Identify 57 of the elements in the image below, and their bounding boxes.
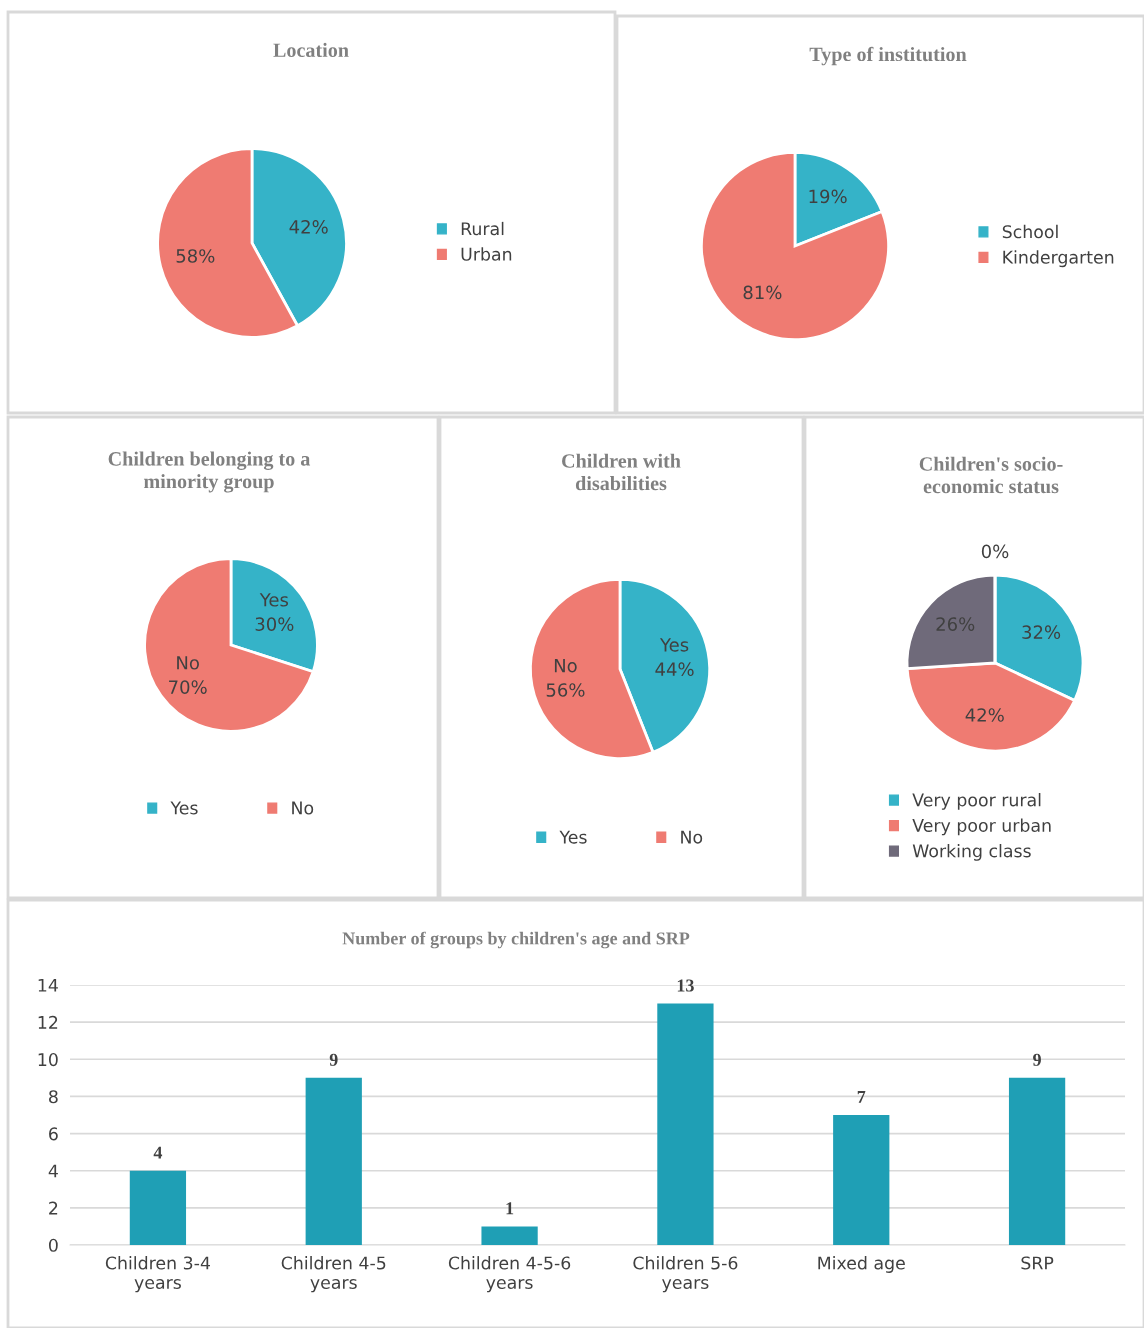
legend-label: Yes xyxy=(559,830,587,844)
data-label: 42% xyxy=(965,708,1004,722)
bar xyxy=(1008,1077,1066,1245)
chart-title: Children belonging to a minority group xyxy=(108,451,311,493)
y-tick-label: 12 xyxy=(38,1015,58,1029)
data-label: 58% xyxy=(176,249,215,263)
legend-label: Very poor urban xyxy=(912,818,1051,836)
legend-label: School xyxy=(1002,224,1058,239)
bar xyxy=(657,1003,714,1245)
y-tick-label: 4 xyxy=(48,1164,58,1178)
data-label: 4 xyxy=(153,1146,163,1159)
y-tick-label: 10 xyxy=(38,1053,58,1067)
data-label: No 70% xyxy=(169,656,207,694)
data-label: 42% xyxy=(289,220,328,234)
chart-title: Children with disabilities xyxy=(562,453,681,491)
y-tick-label: 8 xyxy=(49,1090,58,1104)
bar xyxy=(481,1226,538,1245)
chart-title: Children's socio-economic status xyxy=(919,456,1063,494)
legend-label: Urban xyxy=(461,247,512,261)
legend-label: Very poor rural xyxy=(912,793,1041,810)
y-tick-label: 6 xyxy=(49,1127,58,1141)
x-tick-label: Children 4-5-6 years xyxy=(448,1256,571,1293)
chart-title: Type of institution xyxy=(809,46,967,66)
legend-label: No xyxy=(292,801,314,815)
x-tick-label: Children 4-5 years xyxy=(281,1256,386,1293)
data-label: 1 xyxy=(506,1202,514,1215)
x-tick-label: Mixed age xyxy=(818,1256,905,1273)
data-label: 81% xyxy=(743,285,782,300)
data-label: 9 xyxy=(329,1053,338,1066)
chart-title: Number of groups by children's age and SRP xyxy=(342,931,690,949)
pie-slice xyxy=(143,557,315,733)
data-label: 9 xyxy=(1033,1053,1041,1066)
bar xyxy=(833,1115,890,1245)
y-tick-label: 14 xyxy=(38,978,58,992)
data-label: 26% xyxy=(936,617,975,631)
data-label: 19% xyxy=(809,189,847,204)
legend-label: Yes xyxy=(170,801,198,815)
x-tick-label: Children 5-6 years xyxy=(633,1256,738,1293)
data-label: Yes 44% xyxy=(655,638,694,676)
y-tick-label: 2 xyxy=(49,1201,58,1215)
x-tick-label: Children 3-4 years xyxy=(105,1256,210,1293)
legend-label: Working class xyxy=(912,843,1031,861)
bar xyxy=(129,1170,187,1245)
text: 0% xyxy=(981,544,1009,559)
data-label: 7 xyxy=(857,1091,866,1103)
legend-label: Rural xyxy=(461,221,504,236)
data-label: 13 xyxy=(677,979,694,992)
data-label: No 56% xyxy=(546,659,585,697)
x-tick-label: SRP xyxy=(1021,1256,1054,1270)
legend-label: No xyxy=(681,830,703,844)
pie-slice xyxy=(700,151,890,341)
legend-label: Kindergarten xyxy=(1003,250,1114,268)
y-tick-label: 0 xyxy=(48,1238,58,1252)
bar xyxy=(305,1077,362,1245)
data-label: 32% xyxy=(1022,625,1061,639)
chart-title: Location xyxy=(273,42,349,58)
data-label: Yes 30% xyxy=(255,593,294,631)
